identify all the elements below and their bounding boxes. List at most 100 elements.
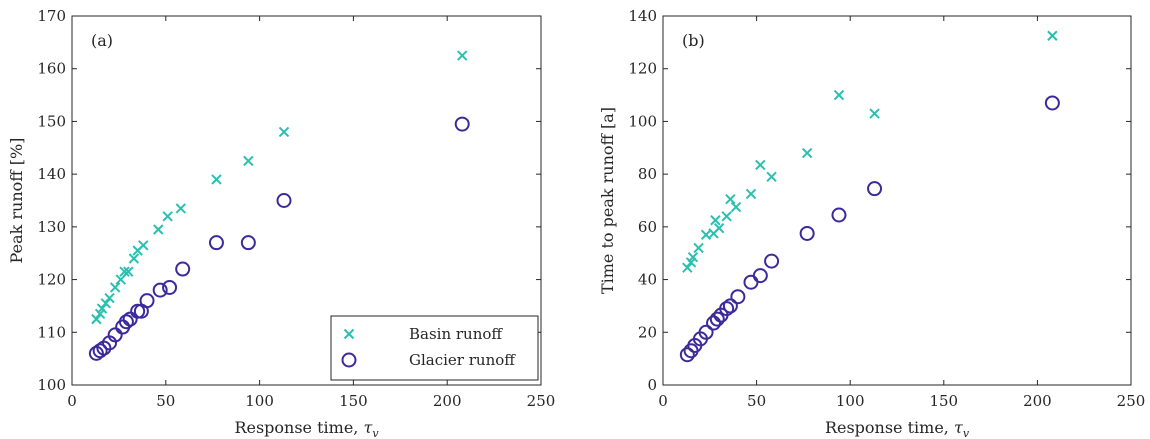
glacier-runoff-point — [162, 279, 178, 295]
legend-box — [330, 315, 539, 381]
marker-stroke — [175, 203, 187, 214]
basin-runoff-point — [693, 242, 704, 254]
marker-stroke — [343, 328, 355, 340]
marker-stroke — [457, 50, 468, 61]
glacier-runoff-point — [679, 347, 695, 363]
marker-stroke — [766, 171, 777, 182]
y-tick-label: 100 — [628, 112, 657, 130]
basin-runoff-point — [211, 174, 222, 185]
marker-stroke — [243, 155, 254, 167]
y-tick-label: 170 — [37, 7, 66, 25]
y-axis-label: Time to peak runoff [a] — [598, 107, 617, 294]
basin-runoff-point — [745, 188, 757, 200]
marker-stroke — [710, 215, 721, 226]
x-tick-label: 0 — [67, 392, 77, 410]
glacier-runoff-point — [1044, 95, 1060, 111]
basin-runoff-point — [730, 201, 742, 213]
x-axis-label-symbol: τ — [954, 418, 964, 437]
basin-runoff-point — [175, 203, 187, 214]
marker-stroke — [91, 313, 102, 325]
x-axis-label-text: Response time, — [234, 418, 363, 437]
basin-runoff-point — [91, 313, 102, 325]
x-axis-label: Response time, τv — [234, 418, 379, 439]
marker-stroke — [104, 292, 115, 304]
marker-stroke — [115, 274, 126, 285]
marker-stroke — [153, 224, 164, 235]
panel-b: 0 50 100 150 200 250 0 20 40 60 80 100 120 140 (b) Resp… — [598, 7, 1145, 439]
legend-glacier-marker — [341, 352, 357, 368]
basin-runoff-series — [91, 50, 468, 325]
basin-runoff-point — [721, 211, 732, 222]
marker-stroke — [138, 240, 149, 251]
basin-runoff-point — [109, 282, 121, 293]
basin-runoff-point — [119, 266, 130, 277]
glacier-runoff-point — [722, 298, 738, 314]
marker-stroke — [801, 147, 813, 159]
basin-runoff-point — [725, 193, 736, 205]
marker-stroke — [109, 282, 121, 293]
glacier-runoff-point — [752, 268, 768, 284]
glacier-runoff-point — [276, 193, 292, 208]
x-tick-label: 250 — [1117, 392, 1146, 410]
marker-stroke — [100, 298, 111, 309]
basin-runoff-point — [801, 147, 813, 159]
y-tick-label: 160 — [37, 60, 66, 78]
glacier-runoff-point — [709, 311, 725, 327]
marker-stroke — [745, 188, 757, 200]
basin-runoff-point — [128, 253, 140, 264]
basin-runoff-point — [1047, 30, 1058, 41]
marker-stroke — [693, 242, 704, 254]
marker-stroke — [730, 201, 742, 213]
marker-stroke — [700, 229, 712, 240]
glacier-runoff-point — [698, 324, 714, 340]
marker-stroke — [128, 253, 140, 264]
x-axis-label-text: Response time, — [825, 418, 954, 437]
panel-a: 0 50 100 150 200 250 100 110 120 130 140 150 160 170 (… — [7, 7, 555, 439]
basin-runoff-point — [162, 211, 173, 222]
panel-label: (b) — [682, 31, 705, 50]
x-axis-label-subscript: v — [963, 427, 970, 439]
x-tick-label: 150 — [929, 392, 958, 410]
glacier-runoff-point — [139, 293, 155, 309]
glacier-runoff-series — [679, 95, 1060, 363]
basin-runoff-point — [766, 171, 777, 182]
y-tick-label: 140 — [628, 7, 657, 25]
marker-stroke — [278, 126, 290, 138]
x-tick-label: 100 — [245, 392, 274, 410]
plot-area — [71, 15, 542, 386]
basin-runoff-point — [869, 108, 880, 119]
marker-stroke — [96, 303, 108, 314]
y-tick-label: 60 — [638, 218, 657, 236]
basin-runoff-point — [123, 266, 134, 277]
glacier-runoff-point — [152, 282, 168, 298]
glacier-runoff-point — [107, 327, 123, 343]
y-tick-label: 20 — [638, 323, 657, 341]
glacier-runoff-point — [175, 261, 191, 277]
glacier-runoff-point — [706, 315, 722, 331]
glacier-runoff-point — [719, 301, 735, 317]
basin-runoff-point — [457, 50, 468, 61]
basin-runoff-point — [138, 240, 149, 251]
glacier-runoff-point — [118, 314, 134, 330]
basin-runoff-point — [682, 262, 693, 273]
legend-basin-marker — [343, 328, 355, 340]
marker-stroke — [721, 211, 732, 222]
marker-stroke — [682, 262, 693, 273]
marker-stroke — [211, 174, 222, 185]
basin-runoff-point — [115, 274, 126, 285]
basin-runoff-point — [710, 215, 721, 226]
y-tick-label: 100 — [37, 376, 66, 394]
basin-runoff-point — [713, 222, 725, 234]
marker-stroke — [713, 222, 725, 234]
basin-runoff-point — [755, 159, 766, 171]
legend: Basin runoff Glacier runoff — [330, 315, 539, 381]
marker-stroke — [119, 266, 130, 277]
y-tick-label: 140 — [37, 165, 66, 183]
basin-runoff-point — [243, 155, 254, 167]
marker-stroke — [869, 108, 880, 119]
x-axis-label-subscript: v — [372, 427, 379, 439]
x-axis-label-symbol: τ — [363, 418, 373, 437]
y-tick-label: 120 — [37, 271, 66, 289]
glacier-runoff-point — [130, 303, 146, 319]
